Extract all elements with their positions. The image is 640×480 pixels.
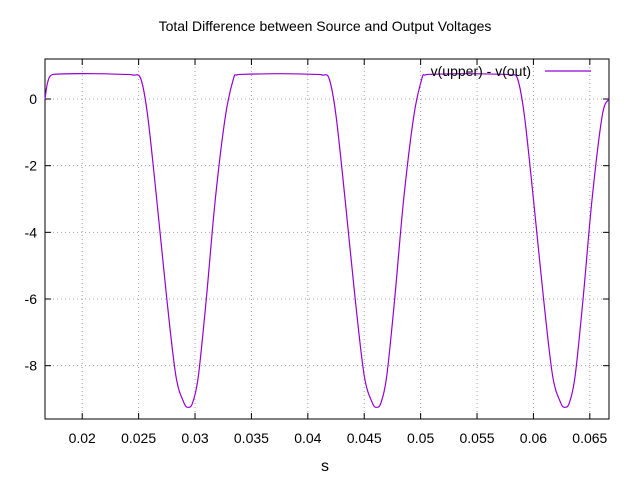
- x-axis-label: s: [321, 458, 329, 475]
- y-tick-label: -2: [25, 158, 38, 174]
- x-tick-label: 0.03: [181, 430, 208, 446]
- x-tick-label: 0.035: [234, 430, 269, 446]
- chart-title: Total Difference between Source and Outp…: [159, 18, 492, 34]
- y-tick-label: 0: [29, 91, 37, 107]
- y-tick-label: -4: [25, 224, 38, 240]
- axis-ticks: 0.02 0.025 0.03 0.035 0.04 0.045 0.05 0.055 0.06…: [25, 59, 609, 446]
- x-tick-label: 0.025: [121, 430, 156, 446]
- x-tick-label: 0.065: [572, 430, 607, 446]
- x-tick-label: 0.04: [294, 430, 321, 446]
- x-tick-label: 0.02: [69, 430, 96, 446]
- grid: [45, 59, 609, 419]
- plot-frame: [44, 58, 610, 420]
- series-layer: [44, 73, 610, 408]
- series-line: [44, 73, 610, 408]
- y-tick-label: -6: [25, 291, 38, 307]
- x-tick-label: 0.045: [347, 430, 382, 446]
- x-tick-label: 0.055: [460, 430, 495, 446]
- y-tick-label: -8: [25, 358, 38, 374]
- x-tick-label: 0.06: [520, 430, 547, 446]
- legend-label: v(upper) - v(out): [431, 63, 531, 79]
- legend: v(upper) - v(out): [431, 63, 591, 79]
- x-tick-label: 0.05: [407, 430, 434, 446]
